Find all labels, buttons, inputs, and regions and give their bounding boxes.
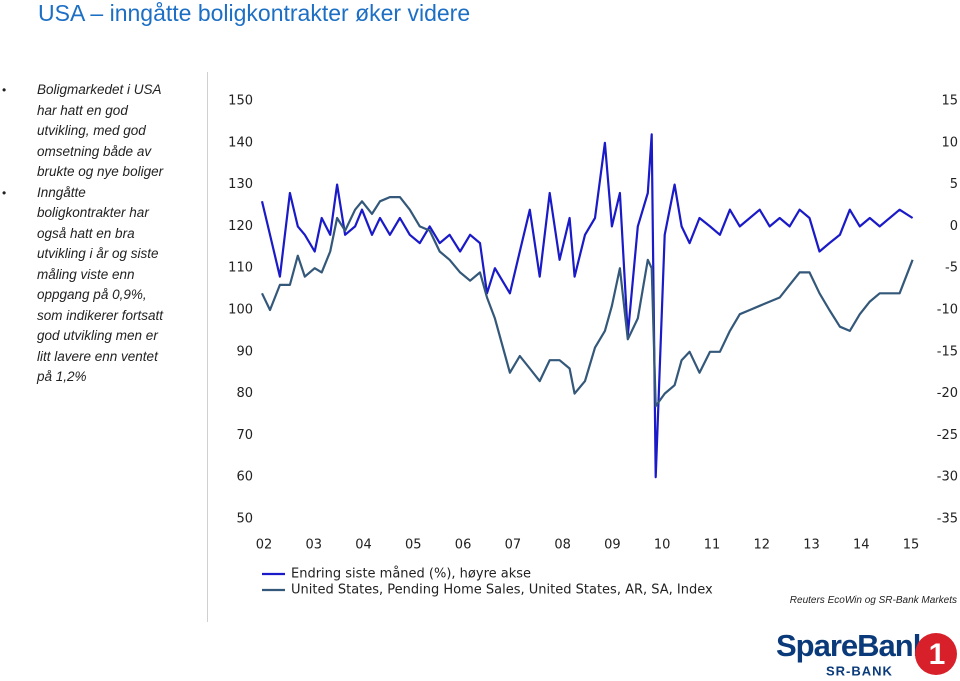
y-tick-label: 80 [236, 386, 253, 401]
x-tick-label: 12 [753, 538, 770, 553]
y-tick-label: 130 [228, 177, 253, 192]
x-tick-label: 02 [256, 538, 273, 553]
legend-label: Endring siste måned (%), høyre akse [291, 567, 531, 582]
x-tick-label: 10 [654, 538, 671, 553]
y-tick-label: 120 [228, 219, 253, 234]
y2-tick-label: -20 [937, 386, 958, 401]
logo-name: SpareBank [776, 628, 931, 663]
legend-label: United States, Pending Home Sales, Unite… [291, 583, 713, 598]
y-tick-label: 140 [228, 135, 253, 150]
y2-tick-label: -15 [937, 344, 958, 359]
y2-tick-label: 5 [950, 177, 958, 192]
x-tick-label: 06 [455, 538, 472, 553]
x-tick-label: 09 [604, 538, 621, 553]
logo-sub: SR-BANK [826, 663, 893, 678]
y2-tick-label: 10 [941, 135, 958, 150]
bullet: Boligmarkedet i USA har hatt en god utvi… [0, 80, 175, 183]
x-tick-label: 05 [405, 538, 422, 553]
y2-tick-label: 0 [950, 219, 958, 234]
y-tick-label: 70 [236, 428, 253, 443]
y2-tick-label: -30 [937, 470, 958, 485]
y-tick-label: 150 [228, 94, 253, 109]
logo: SpareBank SR-BANK 1 [776, 628, 957, 678]
y-tick-label: 110 [228, 261, 253, 276]
y-tick-label: 100 [228, 303, 253, 318]
bullet-list: Boligmarkedet i USA har hatt en god utvi… [0, 80, 175, 388]
series-line [261, 196, 914, 408]
bullet: Inngåtte boligkontrakter har også hatt e… [0, 183, 175, 388]
x-tick-label: 03 [305, 538, 322, 553]
y-tick-label: 90 [236, 344, 253, 359]
y2-tick-label: -5 [945, 261, 958, 276]
series-line [260, 133, 914, 479]
x-tick-label: 13 [803, 538, 820, 553]
slide-title: USA – inngåtte boligkontrakter øker vide… [38, 0, 471, 26]
logo-badge: 1 [929, 638, 946, 671]
logo-badge-circle [915, 633, 957, 675]
x-tick-label: 04 [355, 538, 372, 553]
x-tick-label: 14 [853, 538, 870, 553]
y2-tick-label: -25 [937, 428, 958, 443]
y2-tick-label: 15 [941, 94, 958, 109]
source-note: Reuters EcoWin og SR-Bank Markets [789, 595, 957, 606]
y2-tick-label: -35 [937, 512, 958, 527]
x-tick-label: 15 [903, 538, 920, 553]
divider [207, 72, 208, 622]
x-tick-label: 07 [505, 538, 522, 553]
y2-tick-label: -10 [937, 303, 958, 318]
x-tick-label: 11 [704, 538, 721, 553]
y-tick-label: 60 [236, 470, 253, 485]
x-tick-label: 08 [554, 538, 571, 553]
y-tick-label: 50 [236, 512, 253, 527]
